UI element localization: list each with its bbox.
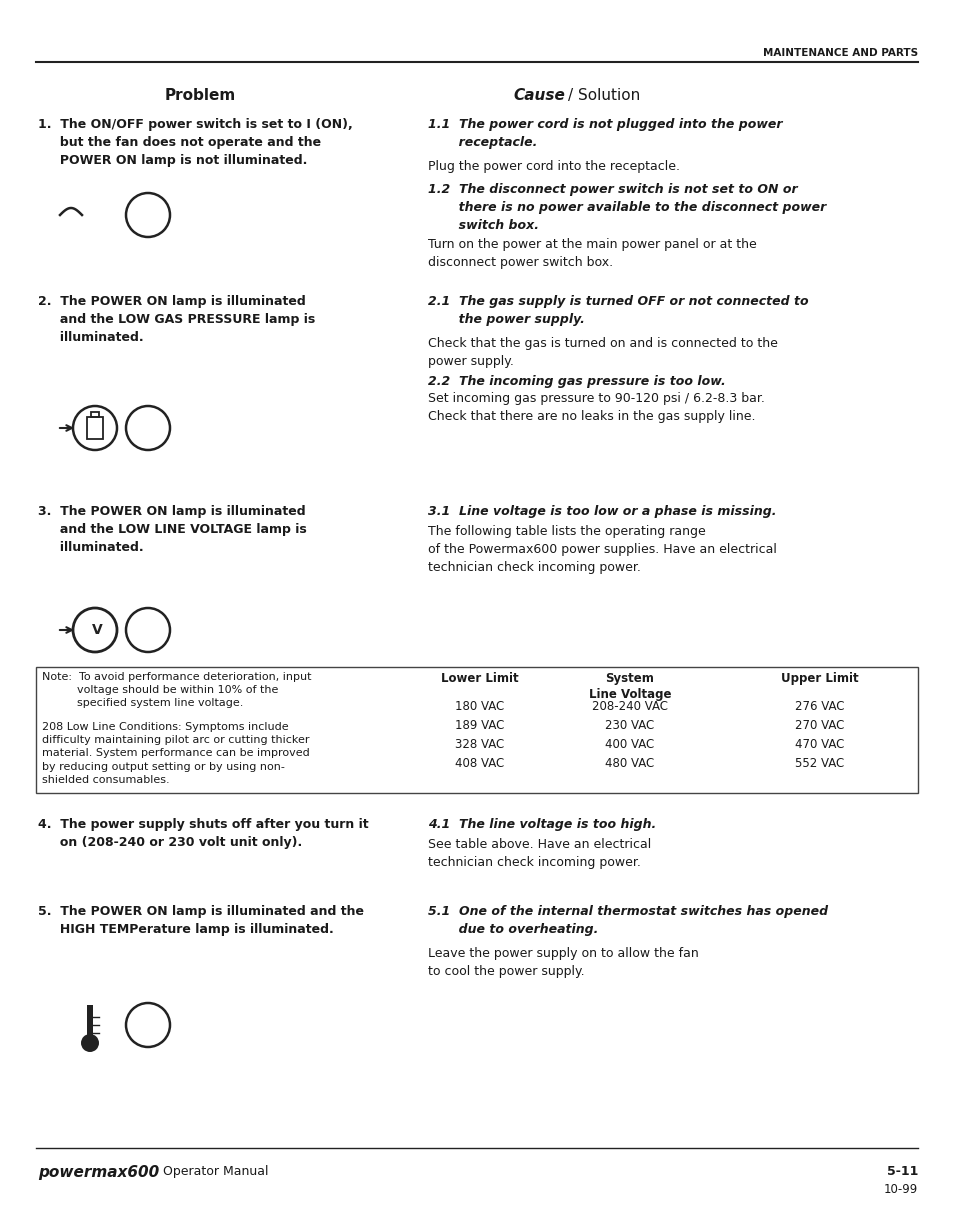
Text: Leave the power supply on to allow the fan
to cool the power supply.: Leave the power supply on to allow the f… xyxy=(428,947,698,978)
Text: 3.  The POWER ON lamp is illuminated
     and the LOW LINE VOLTAGE lamp is
     : 3. The POWER ON lamp is illuminated and … xyxy=(38,506,307,555)
Text: Operator Manual: Operator Manual xyxy=(154,1164,268,1178)
Bar xyxy=(91,412,99,417)
Text: System
Line Voltage: System Line Voltage xyxy=(588,672,671,701)
Text: 230 VAC: 230 VAC xyxy=(605,719,654,733)
Text: / Solution: / Solution xyxy=(567,88,639,103)
Text: Upper Limit: Upper Limit xyxy=(781,672,858,685)
Text: 189 VAC: 189 VAC xyxy=(455,719,504,733)
Text: MAINTENANCE AND PARTS: MAINTENANCE AND PARTS xyxy=(762,48,917,58)
Text: 328 VAC: 328 VAC xyxy=(455,737,504,751)
Bar xyxy=(87,417,103,439)
Text: See table above. Have an electrical
technician check incoming power.: See table above. Have an electrical tech… xyxy=(428,838,651,869)
Text: 276 VAC: 276 VAC xyxy=(795,699,843,713)
Text: Plug the power cord into the receptacle.: Plug the power cord into the receptacle. xyxy=(428,160,679,173)
Text: 5.1  One of the internal thermostat switches has opened
       due to overheatin: 5.1 One of the internal thermostat switc… xyxy=(428,906,827,936)
Text: 480 VAC: 480 VAC xyxy=(605,757,654,771)
Text: 10-99: 10-99 xyxy=(882,1183,917,1196)
Text: 3.1  Line voltage is too low or a phase is missing.: 3.1 Line voltage is too low or a phase i… xyxy=(428,506,776,518)
Text: Turn on the power at the main power panel or at the
disconnect power switch box.: Turn on the power at the main power pane… xyxy=(428,238,756,269)
Text: 1.2  The disconnect power switch is not set to ON or
       there is no power av: 1.2 The disconnect power switch is not s… xyxy=(428,183,825,232)
Text: V: V xyxy=(91,623,102,637)
Text: Lower Limit: Lower Limit xyxy=(440,672,518,685)
Text: 5-11: 5-11 xyxy=(885,1164,917,1178)
Bar xyxy=(87,1005,92,1039)
Text: 1.1  The power cord is not plugged into the power
       receptacle.: 1.1 The power cord is not plugged into t… xyxy=(428,118,781,148)
Text: Problem: Problem xyxy=(164,88,235,103)
Text: powermax600: powermax600 xyxy=(38,1164,159,1180)
Text: 2.1  The gas supply is turned OFF or not connected to
       the power supply.: 2.1 The gas supply is turned OFF or not … xyxy=(428,294,808,326)
Text: 470 VAC: 470 VAC xyxy=(795,737,843,751)
Text: 2.  The POWER ON lamp is illuminated
     and the LOW GAS PRESSURE lamp is
     : 2. The POWER ON lamp is illuminated and … xyxy=(38,294,314,344)
Text: 552 VAC: 552 VAC xyxy=(795,757,843,771)
Text: 408 VAC: 408 VAC xyxy=(455,757,504,771)
Text: 4.1  The line voltage is too high.: 4.1 The line voltage is too high. xyxy=(428,818,656,831)
Text: 5.  The POWER ON lamp is illuminated and the
     HIGH TEMPerature lamp is illum: 5. The POWER ON lamp is illuminated and … xyxy=(38,906,364,936)
Bar xyxy=(36,667,917,793)
Text: 180 VAC: 180 VAC xyxy=(455,699,504,713)
Text: 208 Low Line Conditions: Symptoms include
difficulty maintaining pilot arc or cu: 208 Low Line Conditions: Symptoms includ… xyxy=(42,721,310,785)
Circle shape xyxy=(81,1034,99,1052)
Text: 1.  The ON/OFF power switch is set to I (ON),
     but the fan does not operate : 1. The ON/OFF power switch is set to I (… xyxy=(38,118,353,167)
Text: 4.  The power supply shuts off after you turn it
     on (208-240 or 230 volt un: 4. The power supply shuts off after you … xyxy=(38,818,368,849)
Text: 270 VAC: 270 VAC xyxy=(795,719,843,733)
Text: 400 VAC: 400 VAC xyxy=(605,737,654,751)
Text: Note:  To avoid performance deterioration, input
          voltage should be wit: Note: To avoid performance deterioration… xyxy=(42,672,312,708)
Text: The following table lists the operating range
of the Powermax600 power supplies.: The following table lists the operating … xyxy=(428,525,776,574)
Text: 208-240 VAC: 208-240 VAC xyxy=(592,699,667,713)
Text: Check that the gas is turned on and is connected to the
power supply.: Check that the gas is turned on and is c… xyxy=(428,337,777,368)
Text: Cause: Cause xyxy=(513,88,564,103)
Text: 2.2  The incoming gas pressure is too low.: 2.2 The incoming gas pressure is too low… xyxy=(428,375,725,388)
Text: Set incoming gas pressure to 90-120 psi / 6.2-8.3 bar.
Check that there are no l: Set incoming gas pressure to 90-120 psi … xyxy=(428,391,764,423)
